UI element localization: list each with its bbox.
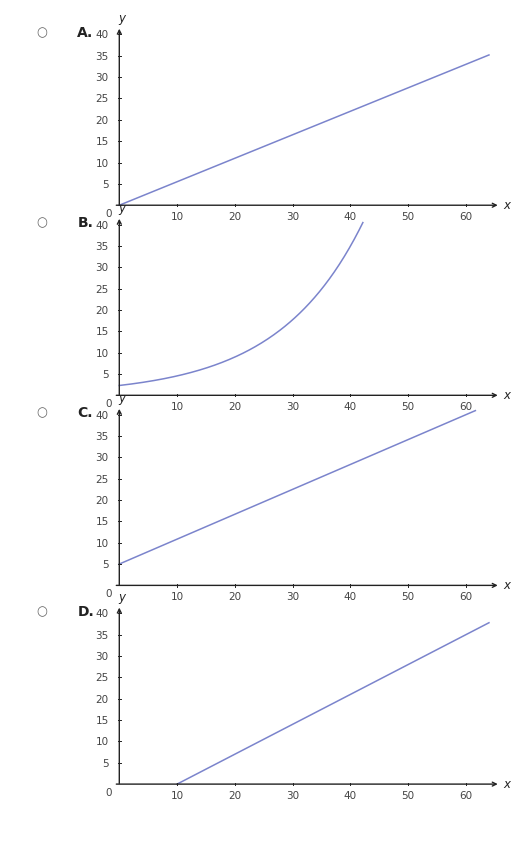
Text: 0: 0 bbox=[106, 398, 112, 409]
Text: y: y bbox=[119, 591, 126, 604]
Text: y: y bbox=[119, 202, 126, 215]
Text: A.: A. bbox=[77, 26, 93, 40]
Text: 0: 0 bbox=[106, 208, 112, 219]
Text: ○: ○ bbox=[36, 26, 47, 39]
Text: x: x bbox=[504, 389, 510, 402]
Text: x: x bbox=[504, 199, 510, 212]
Text: ○: ○ bbox=[36, 605, 47, 618]
Text: y: y bbox=[119, 392, 126, 405]
Text: D.: D. bbox=[77, 605, 94, 619]
Text: 0: 0 bbox=[106, 787, 112, 797]
Text: 0: 0 bbox=[106, 588, 112, 599]
Text: ○: ○ bbox=[36, 406, 47, 419]
Text: B.: B. bbox=[77, 216, 93, 230]
Text: x: x bbox=[504, 778, 510, 791]
Text: ○: ○ bbox=[36, 216, 47, 229]
Text: C.: C. bbox=[77, 406, 93, 420]
Text: y: y bbox=[119, 12, 126, 25]
Text: x: x bbox=[504, 579, 510, 592]
